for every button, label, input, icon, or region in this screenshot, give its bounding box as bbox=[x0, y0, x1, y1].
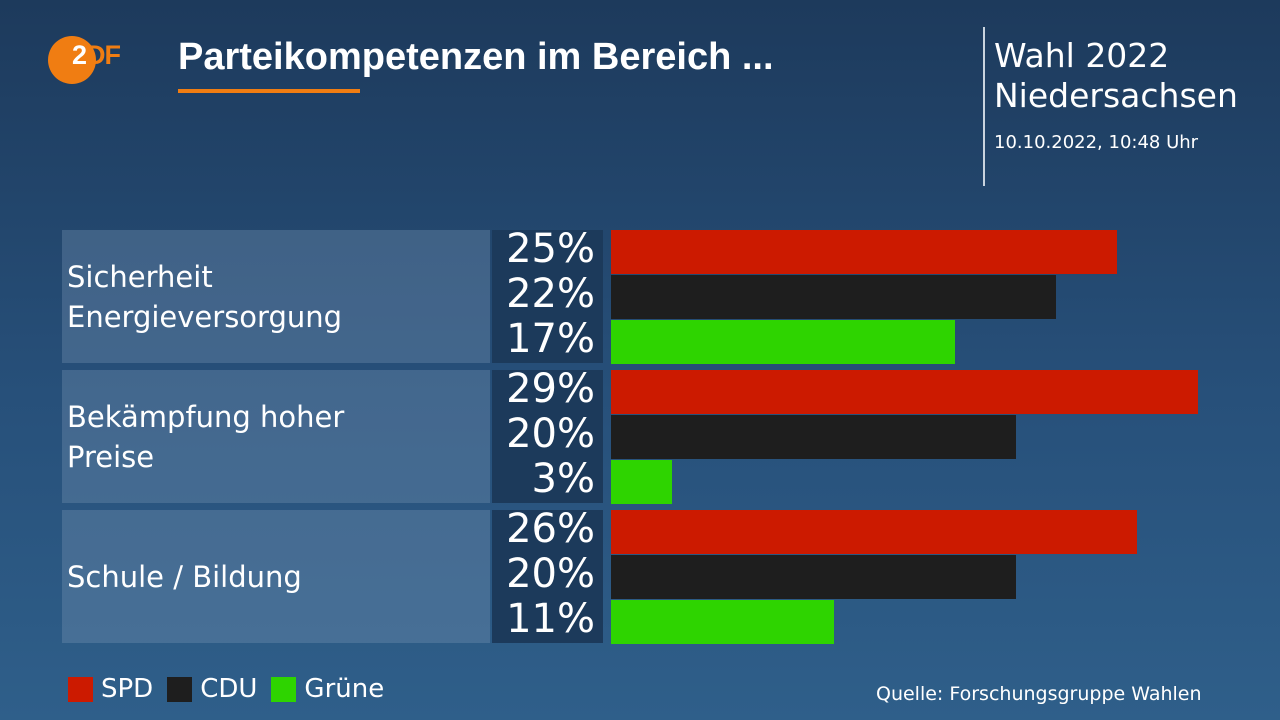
zdf-logo-text: 2DF bbox=[72, 40, 121, 71]
legend-item-cdu: CDU bbox=[167, 674, 257, 704]
election-region: Niedersachsen bbox=[994, 76, 1238, 115]
legend: SPD CDU Grüne bbox=[68, 674, 398, 704]
bar-spd bbox=[611, 370, 1198, 414]
data-label: 25% bbox=[506, 226, 595, 272]
legend-label: CDU bbox=[200, 674, 258, 704]
zdf-logo bbox=[48, 36, 96, 84]
legend-label: Grüne bbox=[304, 674, 385, 704]
logo-text-2: 2 bbox=[72, 40, 87, 70]
data-label: 26% bbox=[506, 506, 595, 552]
value-label-box: 26% 20% 11% bbox=[492, 506, 603, 643]
bar-spd bbox=[611, 230, 1117, 274]
value-label-box: 29% 20% 3% bbox=[492, 366, 603, 503]
chart-title: Parteikompetenzen im Bereich ... bbox=[178, 36, 774, 78]
legend-swatch bbox=[68, 676, 93, 702]
divider bbox=[983, 27, 985, 186]
category-label-box: Schule / Bildung bbox=[62, 510, 490, 643]
data-label: 29% bbox=[506, 366, 595, 412]
data-label: 17% bbox=[506, 316, 595, 362]
value-label-box: 25% 22% 17% bbox=[492, 226, 603, 363]
source-note: Quelle: Forschungsgruppe Wahlen bbox=[876, 683, 1202, 705]
legend-item-gruene: Grüne bbox=[271, 674, 384, 704]
category-label: Schule / Bildung bbox=[67, 559, 302, 594]
timestamp: 10.10.2022, 10:48 Uhr bbox=[994, 132, 1199, 153]
bar-cdu bbox=[611, 415, 1016, 459]
legend-swatch bbox=[271, 676, 297, 702]
category-label-box: Bekämpfung hoher Preise bbox=[62, 370, 490, 503]
legend-label: SPD bbox=[101, 674, 154, 704]
data-label: 20% bbox=[506, 551, 595, 597]
data-label: 20% bbox=[506, 411, 595, 457]
title-underline bbox=[178, 89, 360, 93]
category-label: Bekämpfung hoher Preise bbox=[67, 399, 345, 474]
data-label: 11% bbox=[506, 596, 595, 642]
election-info: Wahl 2022 Niedersachsen bbox=[994, 36, 1238, 116]
logo-text-df: DF bbox=[86, 40, 121, 70]
election-title: Wahl 2022 bbox=[994, 36, 1170, 75]
category-label-box: Sicherheit Energieversorgung bbox=[62, 230, 490, 363]
legend-item-spd: SPD bbox=[68, 674, 153, 704]
legend-swatch bbox=[167, 676, 193, 702]
data-label: 3% bbox=[531, 456, 595, 502]
bar-grüne bbox=[611, 600, 834, 644]
bar-cdu bbox=[611, 555, 1016, 599]
category-label: Sicherheit Energieversorgung bbox=[67, 259, 343, 334]
bar-grüne bbox=[611, 320, 956, 364]
bar-cdu bbox=[611, 275, 1057, 319]
bar-grüne bbox=[611, 460, 672, 504]
bar-spd bbox=[611, 510, 1138, 554]
data-label: 22% bbox=[506, 271, 595, 317]
